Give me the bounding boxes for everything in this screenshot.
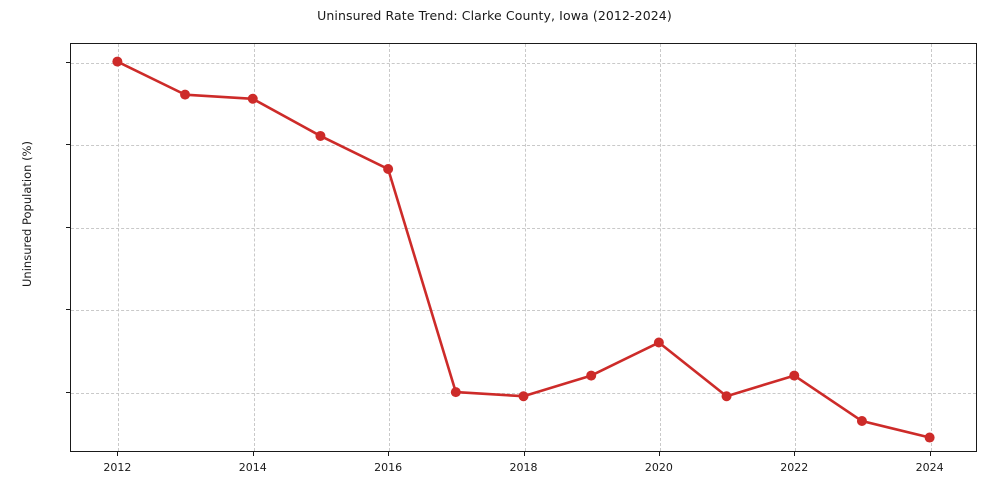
y-tick-mark bbox=[66, 144, 70, 146]
gridline-horizontal bbox=[71, 145, 976, 147]
x-tick-mark bbox=[252, 452, 254, 456]
gridline-horizontal bbox=[71, 227, 976, 229]
gridline-vertical bbox=[389, 44, 391, 451]
x-tick-mark bbox=[929, 452, 931, 456]
gridline-vertical bbox=[930, 44, 932, 451]
x-tick-label: 2016 bbox=[374, 461, 403, 474]
x-tick-mark bbox=[117, 452, 119, 456]
gridline-vertical bbox=[118, 44, 120, 451]
y-axis-label: Uninsured Population (%) bbox=[20, 141, 34, 287]
y-tick-mark bbox=[66, 61, 70, 63]
x-tick-label: 2014 bbox=[238, 461, 267, 474]
x-tick-mark bbox=[523, 452, 525, 456]
chart-title: Uninsured Rate Trend: Clarke County, Iow… bbox=[317, 8, 672, 23]
x-tick-mark bbox=[658, 452, 660, 456]
y-tick-mark bbox=[66, 309, 70, 311]
gridline-vertical bbox=[253, 44, 255, 451]
y-tick-mark bbox=[66, 392, 70, 394]
y-tick-mark bbox=[66, 226, 70, 228]
plot-area bbox=[70, 43, 977, 452]
gridline-vertical bbox=[795, 44, 797, 451]
x-tick-label: 2018 bbox=[509, 461, 538, 474]
x-tick-label: 2022 bbox=[780, 461, 809, 474]
x-tick-label: 2012 bbox=[103, 461, 132, 474]
x-tick-mark bbox=[388, 452, 390, 456]
gridline-vertical bbox=[659, 44, 661, 451]
x-tick-label: 2024 bbox=[915, 461, 944, 474]
x-tick-mark bbox=[794, 452, 796, 456]
gridline-horizontal bbox=[71, 393, 976, 395]
gridline-vertical bbox=[524, 44, 526, 451]
gridline-horizontal bbox=[71, 310, 976, 312]
x-tick-label: 2020 bbox=[644, 461, 673, 474]
gridline-horizontal bbox=[71, 62, 976, 64]
